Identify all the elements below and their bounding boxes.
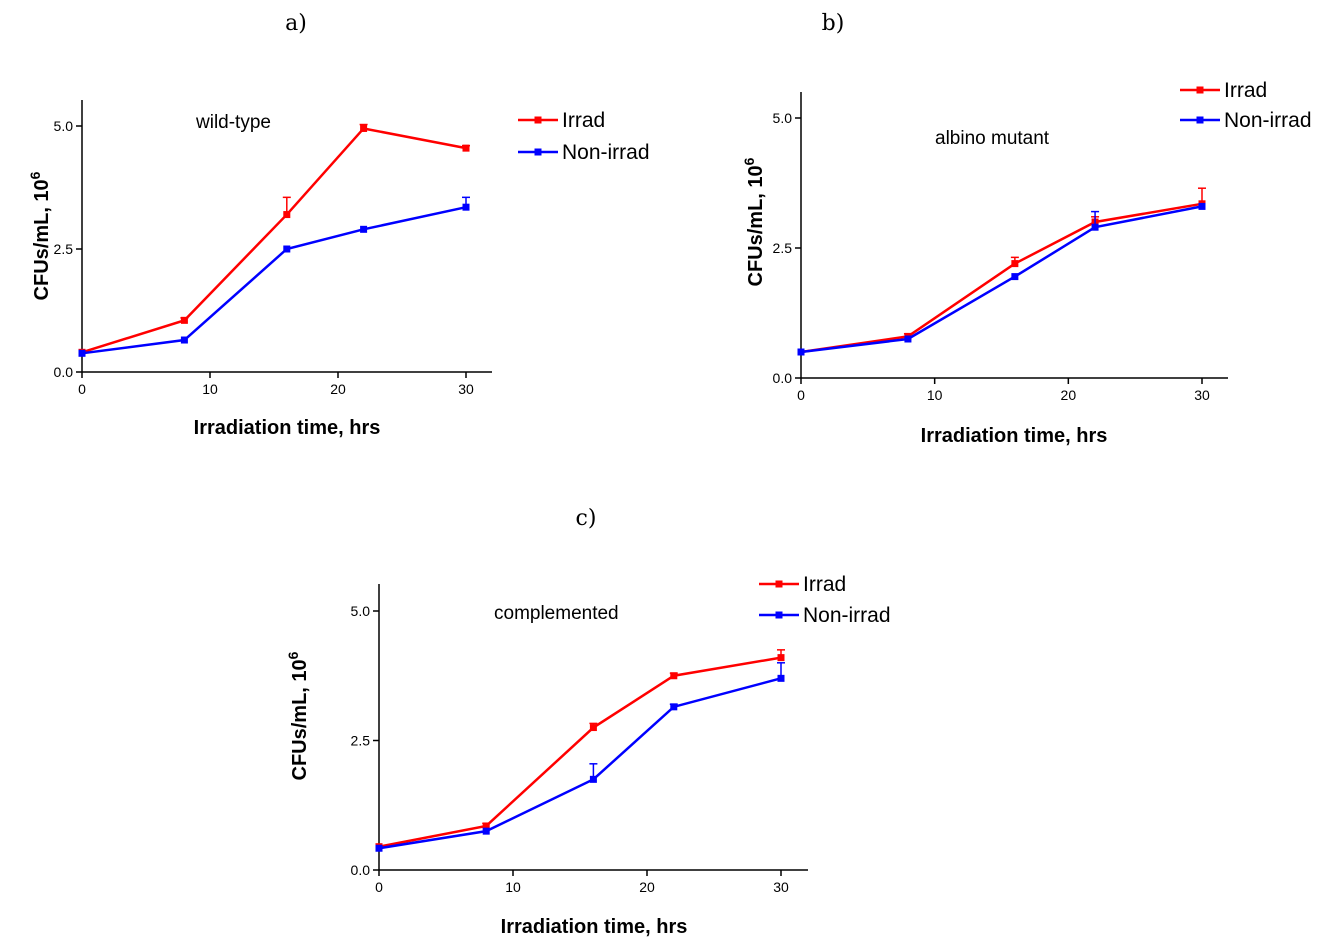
x-tick-label: 0 xyxy=(797,387,805,403)
x-tick-label: 20 xyxy=(639,879,655,895)
data-point xyxy=(283,211,291,219)
data-point xyxy=(283,245,291,253)
data-point xyxy=(1011,273,1019,281)
data-point xyxy=(360,124,368,132)
legend-swatch-marker xyxy=(775,580,783,588)
legend-swatch-marker xyxy=(534,148,542,156)
series-line xyxy=(800,202,1203,354)
x-tick-label: 20 xyxy=(1061,387,1077,403)
x-tick-label: 10 xyxy=(927,387,943,403)
panel-annotation: albino mutant xyxy=(935,128,1050,149)
data-point xyxy=(360,225,368,233)
x-tick-label: 10 xyxy=(505,879,521,895)
data-point xyxy=(482,827,490,835)
y-axis-title-main: CFUs/mL, 10 xyxy=(289,659,311,780)
x-tick-label: 30 xyxy=(773,879,789,895)
legend-entry: Irrad xyxy=(803,573,846,596)
panel-label: c) xyxy=(576,506,597,531)
series-line xyxy=(800,205,1203,354)
data-point xyxy=(670,672,678,680)
legend-swatch-marker xyxy=(1196,86,1204,94)
legend-entry: Non-irrad xyxy=(803,604,891,627)
x-tick-label: 30 xyxy=(1194,387,1210,403)
data-point xyxy=(777,674,785,682)
x-tick-label: 10 xyxy=(202,381,218,397)
y-axis-title-superscript: 6 xyxy=(285,651,301,659)
data-point xyxy=(482,822,490,830)
data-point xyxy=(375,844,383,852)
data-point xyxy=(1198,202,1206,210)
x-axis-title: Irradiation time, hrs xyxy=(194,417,381,439)
y-tick-label: 5.0 xyxy=(54,118,74,134)
y-axis-title: CFUs/mL, 106 xyxy=(741,157,767,286)
data-point xyxy=(904,335,912,343)
x-tick-label: 30 xyxy=(458,381,474,397)
series-non-irrad xyxy=(797,202,1206,356)
chart-panel-a: a) 0.0 2.5 5.0 0 10 20 30 Irradiation time, hrs C… xyxy=(27,11,650,439)
x-axis-title: Irradiation time, hrs xyxy=(501,916,688,938)
data-point xyxy=(78,349,86,357)
data-point xyxy=(1011,260,1019,268)
data-point xyxy=(797,348,805,356)
y-axis-title-main: CFUs/mL, 10 xyxy=(745,165,767,286)
legend-swatch-marker xyxy=(1196,116,1204,124)
panel-label: a) xyxy=(285,11,307,36)
y-axis-title-superscript: 6 xyxy=(27,171,43,179)
data-point xyxy=(462,203,470,211)
y-axis-title-superscript: 6 xyxy=(741,157,757,165)
legend-entry: Non-irrad xyxy=(562,141,650,164)
series-line xyxy=(378,677,782,850)
series-line xyxy=(81,127,467,354)
series-irrad xyxy=(78,123,470,356)
data-point xyxy=(777,654,785,662)
panel-annotation: wild-type xyxy=(195,112,271,133)
y-axis-title: CFUs/mL, 106 xyxy=(285,651,311,780)
series-irrad xyxy=(375,649,785,851)
y-tick-label: 5.0 xyxy=(351,603,371,619)
data-point xyxy=(180,336,188,344)
y-tick-label: 2.5 xyxy=(351,733,371,749)
y-tick-label: 0.0 xyxy=(773,370,793,386)
x-tick-label: 0 xyxy=(375,879,383,895)
legend-entry: Irrad xyxy=(562,109,605,132)
chart-panel-c: c) 0.0 2.5 5.0 0 10 20 30 Irradiation time, hrs C… xyxy=(285,506,891,938)
y-tick-label: 2.5 xyxy=(54,241,74,257)
y-axis-title: CFUs/mL, 106 xyxy=(27,171,53,300)
series-irrad xyxy=(797,187,1206,356)
legend-swatch-marker xyxy=(534,116,542,124)
data-point xyxy=(180,316,188,324)
panel-annotation: complemented xyxy=(494,603,619,624)
panel-label: b) xyxy=(822,11,845,36)
data-point xyxy=(589,775,597,783)
series-non-irrad xyxy=(375,662,785,852)
data-point xyxy=(1091,223,1099,231)
data-point xyxy=(670,703,678,711)
series-non-irrad xyxy=(78,196,470,357)
series-line xyxy=(378,656,782,848)
x-tick-label: 20 xyxy=(330,381,346,397)
legend-entry: Non-irrad xyxy=(1224,109,1312,132)
y-tick-label: 5.0 xyxy=(773,110,793,126)
legend-entry: Irrad xyxy=(1224,79,1267,102)
x-tick-label: 0 xyxy=(78,381,86,397)
y-tick-label: 0.0 xyxy=(54,364,74,380)
y-tick-label: 2.5 xyxy=(773,240,793,256)
y-axis-title-main: CFUs/mL, 10 xyxy=(31,179,53,300)
chart-panel-b: b) 0.0 2.5 5.0 0 10 20 30 Irradiation time, hrs C… xyxy=(741,11,1312,447)
x-axis-title: Irradiation time, hrs xyxy=(921,425,1108,447)
data-point xyxy=(589,724,597,732)
data-point xyxy=(462,144,470,152)
y-tick-label: 0.0 xyxy=(351,862,371,878)
legend-swatch-marker xyxy=(775,611,783,619)
